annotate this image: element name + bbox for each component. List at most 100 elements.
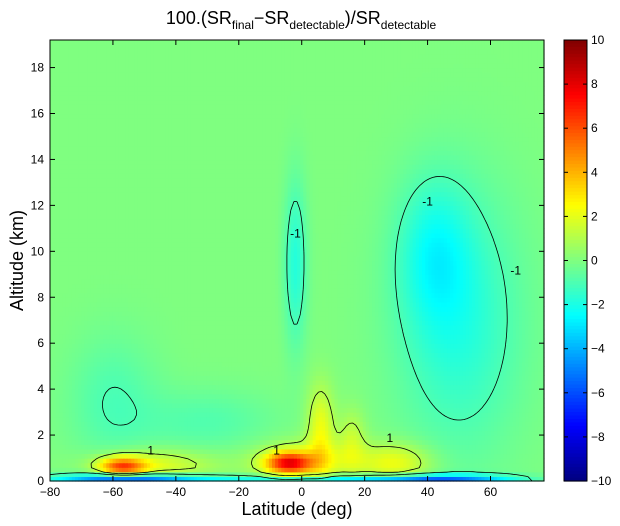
heatmap-cell — [318, 361, 323, 367]
heatmap-cell — [350, 416, 354, 422]
heatmap-cell — [162, 458, 167, 464]
heatmap-cell — [240, 398, 245, 404]
heatmap-cell — [422, 416, 426, 422]
heatmap-cell — [178, 439, 182, 445]
heatmap-cell — [484, 379, 489, 386]
heatmap-cell — [493, 389, 498, 395]
heatmap-cell — [493, 421, 498, 427]
heatmap-cell — [537, 435, 542, 441]
heatmap-cell — [259, 471, 264, 477]
heatmap-cell — [343, 448, 348, 455]
heatmap-cell — [87, 370, 92, 376]
heatmap-cell — [162, 389, 167, 395]
heatmap-cell — [159, 412, 164, 418]
heatmap-cell — [287, 375, 292, 381]
heatmap-cell — [422, 467, 426, 473]
heatmap-cell — [284, 412, 289, 418]
heatmap-cell — [387, 439, 392, 445]
heatmap-cell — [350, 338, 354, 344]
heatmap-cell — [293, 375, 298, 381]
heatmap-cell — [522, 338, 526, 344]
heatmap-cell — [71, 379, 76, 386]
heatmap-cell — [131, 343, 136, 349]
heatmap-cell — [146, 402, 151, 409]
heatmap-cell — [425, 343, 429, 349]
heatmap-cell — [171, 435, 176, 441]
heatmap-cell — [165, 458, 170, 464]
heatmap-cell — [459, 343, 464, 349]
heatmap-cell — [275, 471, 279, 477]
heatmap-cell — [290, 435, 295, 441]
heatmap-cell — [318, 425, 323, 432]
heatmap-cell — [231, 343, 236, 349]
heatmap-cell — [275, 352, 279, 358]
heatmap-cell — [168, 412, 173, 418]
heatmap-cell — [237, 448, 242, 455]
heatmap-cell — [472, 347, 476, 353]
heatmap-cell — [150, 435, 154, 441]
heatmap-cell — [450, 402, 454, 409]
heatmap-cell — [200, 347, 204, 353]
heatmap-cell — [187, 393, 192, 399]
heatmap-cell — [509, 439, 514, 445]
heatmap-cell — [459, 347, 464, 353]
heatmap-cell — [209, 366, 214, 372]
heatmap-cell — [228, 393, 232, 399]
heatmap-cell — [262, 444, 267, 450]
heatmap-cell — [100, 338, 104, 344]
heatmap-cell — [487, 389, 492, 395]
heatmap-cell — [400, 347, 404, 353]
heatmap-cell — [278, 425, 282, 432]
heatmap-cell — [193, 375, 198, 381]
heatmap-cell — [356, 343, 361, 349]
heatmap-cell — [187, 448, 192, 455]
heatmap-cell — [440, 471, 445, 477]
heatmap-cell — [106, 425, 111, 432]
heatmap-cell — [131, 389, 136, 395]
heatmap-cell — [431, 384, 436, 390]
heatmap-cell — [487, 430, 492, 436]
heatmap-cell — [459, 379, 464, 386]
heatmap-cell — [290, 393, 295, 399]
heatmap-cell — [209, 375, 214, 381]
heatmap-cell — [221, 439, 226, 445]
heatmap-cell — [81, 471, 85, 477]
heatmap-cell — [409, 435, 414, 441]
heatmap-cell — [259, 444, 264, 450]
heatmap-cell — [215, 439, 220, 445]
heatmap-cell — [478, 384, 483, 390]
heatmap-cell — [231, 338, 236, 344]
heatmap-cell — [84, 448, 89, 455]
heatmap-cell — [322, 393, 326, 399]
heatmap-cell — [71, 476, 76, 482]
heatmap-cell — [209, 370, 214, 376]
heatmap-cell — [368, 370, 373, 376]
heatmap-cell — [159, 389, 164, 395]
heatmap-cell — [506, 398, 511, 404]
heatmap-cell — [159, 366, 164, 372]
heatmap-cell — [78, 439, 82, 445]
heatmap-cell — [209, 462, 214, 468]
heatmap-cell — [528, 366, 533, 372]
heatmap-cell — [175, 439, 179, 445]
heatmap-cell — [225, 366, 229, 372]
heatmap-cell — [175, 402, 179, 409]
heatmap-cell — [434, 393, 439, 399]
heatmap-cell — [412, 366, 417, 372]
heatmap-cell — [372, 458, 376, 464]
heatmap-cell — [78, 476, 82, 482]
heatmap-cell — [137, 361, 142, 367]
heatmap-cell — [350, 412, 354, 418]
heatmap-cell — [500, 393, 504, 399]
heatmap-cell — [368, 458, 373, 464]
heatmap-cell — [84, 425, 89, 432]
heatmap-cell — [515, 448, 520, 455]
heatmap-cell — [121, 471, 126, 477]
heatmap-cell — [215, 389, 220, 395]
heatmap-cell — [540, 439, 545, 445]
heatmap-cell — [318, 402, 323, 409]
heatmap-cell — [65, 458, 70, 464]
heatmap-cell — [268, 471, 273, 477]
heatmap-cell — [178, 370, 182, 376]
heatmap-cell — [150, 361, 154, 367]
